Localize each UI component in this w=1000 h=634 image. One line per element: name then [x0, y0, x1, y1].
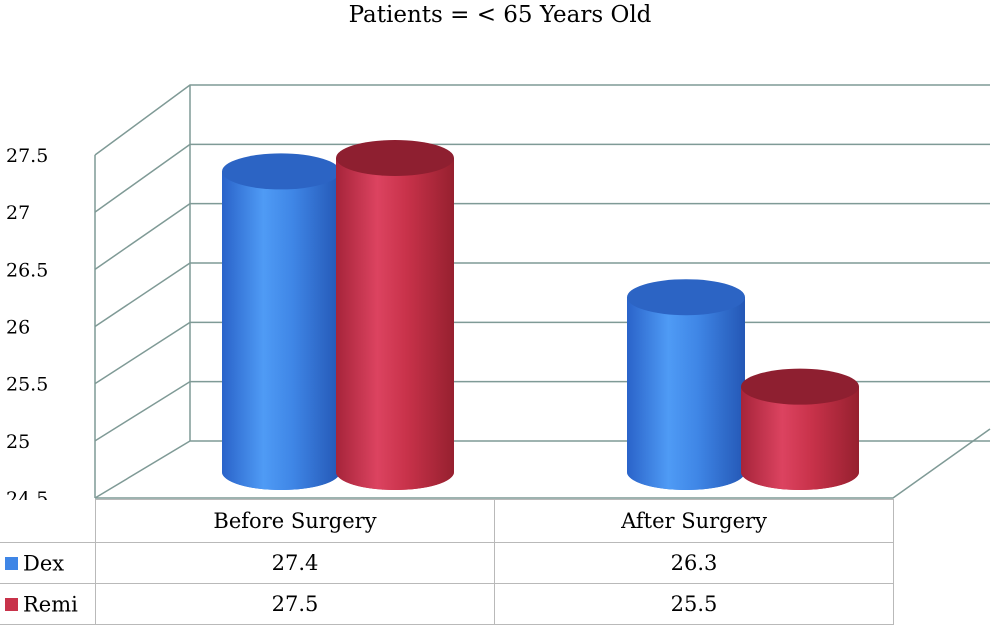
- legend-entry-dex: Dex: [0, 542, 96, 584]
- y-tick-label: 25: [6, 431, 30, 453]
- gridline: [94, 262, 990, 328]
- bar-dex-before-surgery: [222, 153, 340, 490]
- y-tick-label: 26.5: [6, 259, 48, 281]
- table-category-before-surgery: Before Surgery: [95, 499, 495, 543]
- chart-title: Patients = < 65 Years Old: [348, 2, 652, 28]
- y-tick-label: 27: [6, 202, 30, 224]
- remi-swatch: [5, 598, 18, 612]
- legend-entry-remi: Remi: [0, 583, 96, 625]
- table-cell-dex-after: 26.3: [494, 542, 894, 584]
- table-cell-dex-before: 27.4: [95, 542, 495, 584]
- table-category-after-surgery: After Surgery: [494, 499, 894, 543]
- table-row-remi: Remi 27.5 25.5: [0, 583, 894, 625]
- chart-plot: 24.5 25 25.5 26 26.5 27 27.5: [6, 84, 991, 500]
- table-corner: [0, 500, 96, 543]
- gridline: [94, 202, 990, 270]
- table-cell-remi-before: 27.5: [95, 583, 495, 625]
- table-row-dex: Dex 27.4 26.3: [0, 542, 894, 584]
- y-tick-label: 27.5: [6, 145, 48, 167]
- legend-label-remi: Remi: [23, 592, 78, 617]
- bar-dex-after-surgery: [627, 279, 745, 490]
- y-tick-label: 24.5: [6, 488, 48, 500]
- y-tick-label: 26: [6, 317, 30, 339]
- data-table: Before Surgery After Surgery Dex 27.4 26…: [0, 499, 894, 625]
- table-header-row: Before Surgery After Surgery: [0, 499, 894, 543]
- gridline: [94, 84, 990, 156]
- floor-edge: [95, 428, 991, 499]
- bar-remi-after-surgery: [741, 368, 859, 490]
- gridline: [94, 143, 990, 213]
- y-tick-label: 25.5: [6, 374, 48, 396]
- bar-remi-before-surgery: [336, 140, 454, 490]
- dex-swatch: [5, 557, 18, 571]
- legend-label-dex: Dex: [23, 551, 65, 576]
- table-cell-remi-after: 25.5: [494, 583, 894, 625]
